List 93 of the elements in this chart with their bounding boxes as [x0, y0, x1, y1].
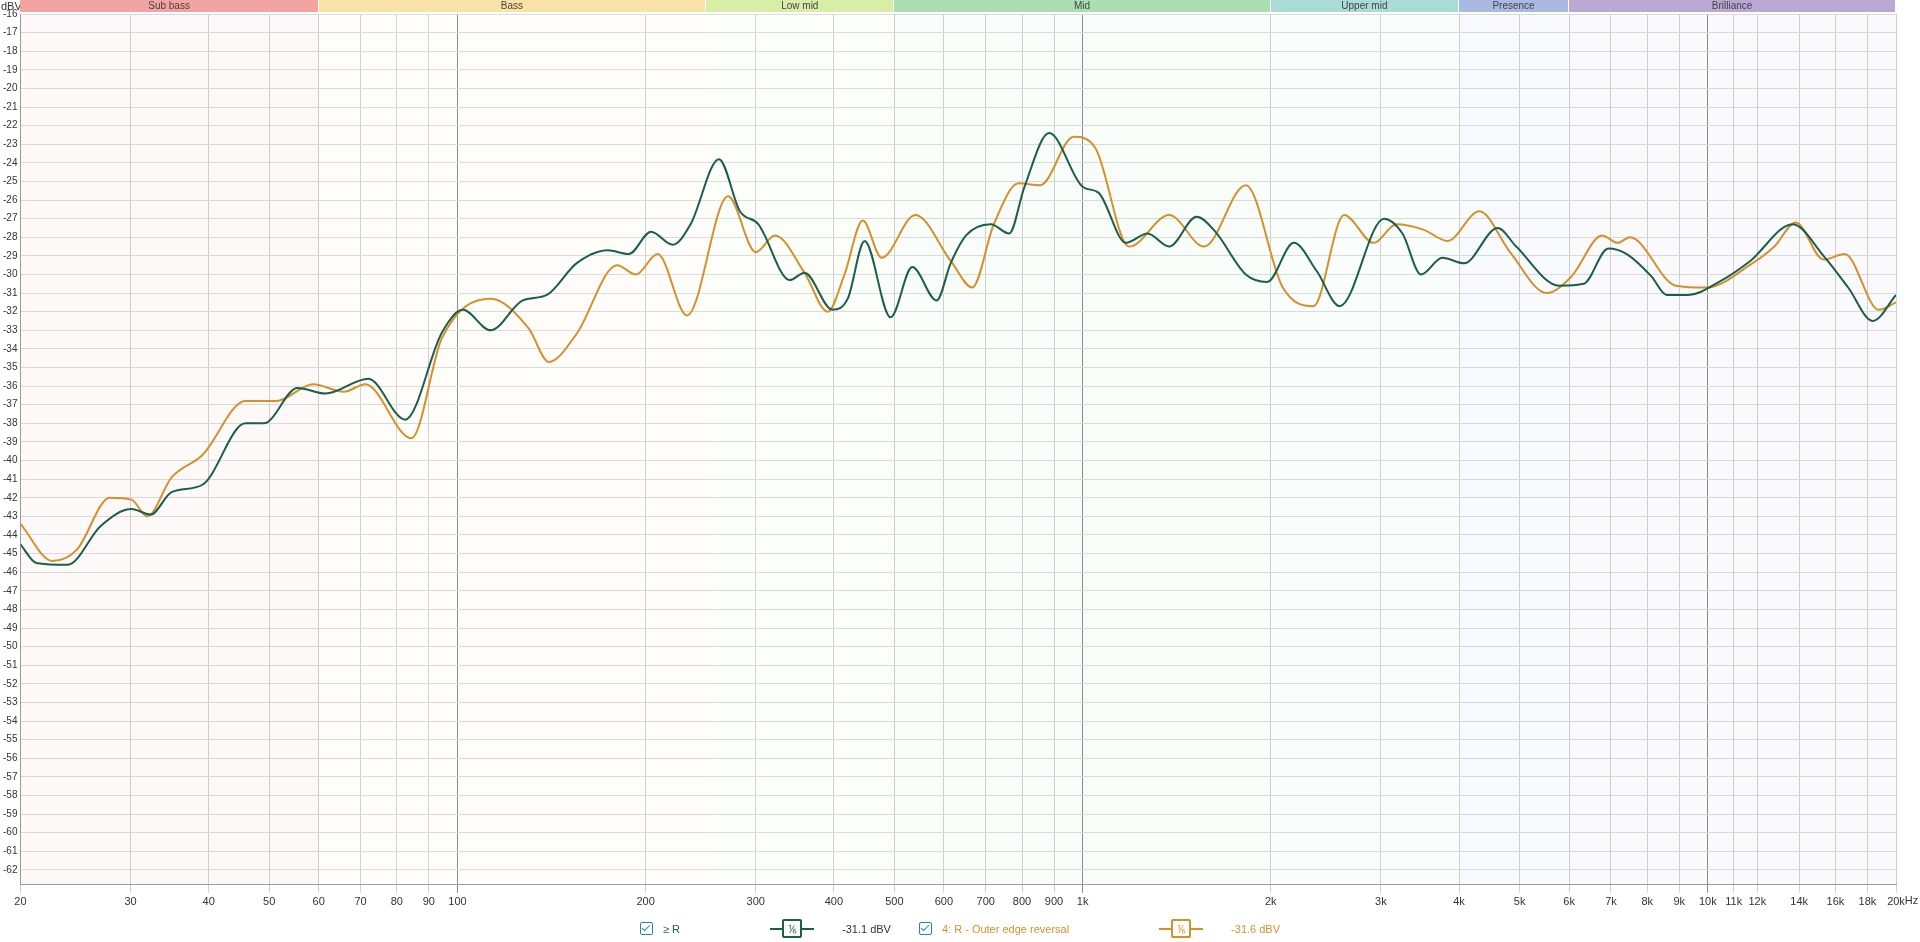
y-tick-label: -53: [3, 696, 18, 708]
y-tick-label: -23: [3, 138, 18, 149]
y-tick-label: -38: [3, 417, 18, 429]
y-tick-label: -29: [3, 249, 18, 261]
x-tick-label: 5k: [1513, 895, 1526, 908]
x-tick-label: 11k: [1725, 895, 1743, 908]
frequency-range-header: Upper mid: [1270, 0, 1459, 12]
x-tick-label: 80: [390, 895, 403, 908]
y-tick-label: -21: [3, 100, 18, 112]
y-tick-label: -19: [3, 63, 18, 75]
x-tick-label: 70: [354, 895, 367, 908]
y-tick-label: -51: [3, 658, 18, 670]
y-tick-label: -20: [3, 82, 18, 94]
x-tick-label: 800: [1012, 895, 1032, 908]
frequency-range-header: Bass: [318, 0, 707, 12]
x-tick-label: 7k: [1605, 895, 1618, 908]
y-tick-label: -45: [3, 547, 18, 559]
x-tick-label: 20k: [1887, 895, 1906, 908]
y-tick-label: -60: [3, 826, 18, 838]
y-tick-label: -52: [3, 677, 18, 689]
y-tick-label: -36: [3, 379, 18, 391]
y-tick-label: -46: [3, 565, 18, 577]
x-tick-label: 6k: [1563, 895, 1576, 908]
text: ⅙: [782, 919, 803, 938]
text: 4: R - Outer edge reversal: [941, 922, 1070, 935]
frequency-range-header: Low mid: [706, 0, 895, 12]
frequency-range-header: Presence: [1459, 0, 1570, 12]
y-tick-label: -42: [3, 491, 18, 503]
y-tick-label: -55: [3, 733, 18, 745]
y-tick-label: -48: [3, 603, 18, 615]
x-tick-label: 900: [1044, 895, 1064, 908]
x-tick-label: 400: [824, 895, 844, 908]
x-tick-label: 30: [124, 895, 137, 908]
y-tick-label: -17: [3, 26, 18, 38]
y-tick-label: -40: [3, 454, 18, 466]
text: ⅙: [1171, 919, 1192, 938]
y-tick-label: -28: [3, 231, 18, 243]
x-tick-label: 18k: [1858, 895, 1877, 908]
frequency-range-header: Brilliance: [1569, 0, 1896, 12]
y-tick-label: -30: [3, 268, 18, 280]
y-tick-label: -57: [3, 770, 18, 782]
x-tick-label: 500: [885, 895, 904, 908]
text: -31.6 dBV: [1231, 922, 1281, 935]
x-tick-label: 9k: [1673, 895, 1686, 908]
y-tick-label: -43: [3, 510, 18, 522]
frequency-range-header: Sub bass: [20, 0, 319, 12]
y-tick-label: -35: [3, 361, 18, 373]
x-tick-label: 600: [934, 895, 954, 908]
y-tick-label: -47: [3, 584, 18, 596]
y-tick-label: -59: [3, 807, 18, 819]
x-axis-title: Hz: [1904, 894, 1919, 907]
x-tick-label: 300: [746, 895, 765, 908]
x-tick-label: 2k: [1265, 895, 1278, 908]
y-tick-label: -62: [3, 863, 18, 875]
x-tick-label: 700: [976, 895, 995, 908]
y-tick-label: -18: [3, 44, 18, 56]
y-tick-label: -49: [3, 621, 18, 633]
x-tick-label: 40: [202, 895, 215, 908]
x-tick-label: 16k: [1826, 895, 1845, 908]
y-tick-label: -22: [3, 119, 18, 131]
x-tick-label: 1k: [1076, 895, 1089, 908]
y-tick-label: -25: [3, 175, 18, 187]
x-tick-label: 14k: [1790, 895, 1809, 908]
x-tick-label: 8k: [1641, 895, 1654, 908]
y-tick-label: -58: [3, 789, 18, 801]
x-tick-label: 20: [14, 895, 27, 908]
y-tick-label: -32: [3, 305, 18, 317]
y-tick-label: -50: [3, 640, 18, 652]
y-tick-label: -39: [3, 435, 18, 447]
y-tick-label: -54: [3, 714, 18, 726]
x-tick-label: 4k: [1453, 895, 1466, 908]
y-tick-label: -24: [3, 156, 18, 168]
x-tick-label: 200: [636, 895, 655, 908]
y-tick-label: -56: [3, 752, 18, 764]
x-tick-label: 12k: [1748, 895, 1767, 908]
x-tick-label: 60: [312, 895, 325, 908]
x-tick-label: 90: [422, 895, 435, 908]
y-tick-label: -61: [3, 845, 18, 857]
y-tick-label: -34: [3, 342, 18, 354]
y-tick-label: -26: [3, 193, 18, 205]
y-tick-label: -33: [3, 324, 18, 336]
x-tick-label: 100: [448, 895, 467, 908]
y-tick-label: -37: [3, 398, 18, 410]
text: ≥ R: [662, 922, 681, 935]
y-tick-label: -44: [3, 528, 18, 540]
x-tick-label: 3k: [1375, 895, 1388, 908]
x-tick-label: 50: [263, 895, 276, 908]
y-tick-label: -31: [3, 286, 18, 298]
y-tick-label: -27: [3, 212, 18, 224]
text: -31.1 dBV: [842, 922, 891, 935]
x-tick-label: 10k: [1698, 895, 1718, 908]
frequency-range-header: Mid: [894, 0, 1271, 12]
y-tick-label: -41: [3, 472, 18, 484]
